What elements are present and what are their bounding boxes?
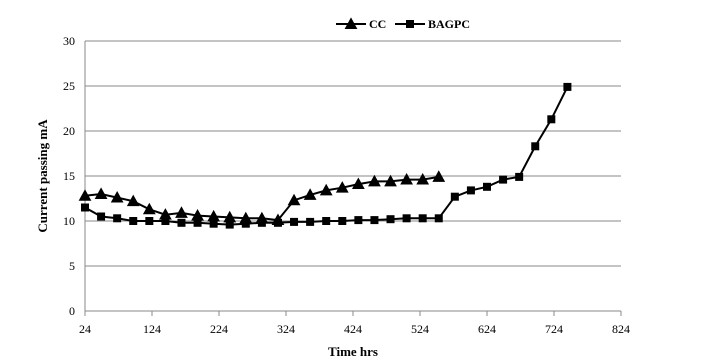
y-axis-title: Current passing mA [35, 119, 50, 233]
point-bagpc [354, 216, 363, 225]
point-cc [384, 174, 397, 187]
y-tick-label: 15 [63, 169, 75, 183]
point-bagpc [209, 219, 218, 228]
point-cc [432, 170, 446, 182]
y-tick-label: 20 [63, 124, 75, 138]
point-cc [335, 181, 349, 193]
point-cc [400, 173, 413, 185]
point-bagpc [306, 217, 315, 226]
x-tick-label: 24 [79, 322, 91, 336]
point-bagpc [386, 215, 395, 224]
point-cc [368, 174, 381, 187]
point-bagpc [193, 218, 202, 227]
point-cc [223, 210, 237, 223]
point-bagpc [145, 217, 154, 225]
point-bagpc [225, 220, 234, 229]
x-tick-label: 124 [143, 322, 161, 336]
point-bagpc [257, 218, 266, 227]
point-bagpc [290, 217, 299, 226]
point-bagpc [322, 217, 331, 225]
point-cc [207, 209, 221, 222]
point-bagpc [338, 217, 347, 225]
point-cc [126, 194, 140, 207]
point-bagpc [515, 172, 524, 181]
legend-item-bagpc: BAGPC [395, 17, 470, 31]
legend-label: BAGPC [428, 17, 470, 31]
y-tick-label: 5 [69, 259, 75, 273]
point-bagpc [547, 115, 556, 124]
point-cc [287, 193, 301, 206]
y-tick-label: 0 [69, 304, 75, 318]
point-cc [78, 189, 92, 201]
tick-labels: 0 5 10 15 20 25 30 24 124 224 324 424 524 624 724 824 [63, 34, 630, 336]
series-line-bagpc [84, 86, 569, 226]
point-bagpc [531, 142, 540, 151]
legend-item-cc: CC [336, 17, 386, 31]
point-cc [303, 188, 317, 200]
point-bagpc [81, 203, 89, 212]
x-tick-label: 224 [210, 322, 228, 336]
axes [84, 41, 622, 316]
point-bagpc [177, 218, 186, 227]
point-cc [159, 208, 172, 220]
point-cc [142, 202, 156, 215]
point-bagpc [499, 175, 508, 184]
point-cc [110, 191, 124, 203]
legend: CC BAGPC [336, 17, 470, 31]
point-bagpc [450, 192, 459, 201]
point-cc [319, 183, 333, 196]
x-tick-label: 724 [545, 322, 563, 336]
point-cc [416, 173, 430, 185]
point-bagpc [273, 218, 282, 227]
legend-marker [406, 20, 414, 28]
point-bagpc [483, 182, 491, 191]
point-bagpc [402, 214, 411, 223]
x-tick-label: 324 [277, 322, 295, 336]
point-bagpc [563, 82, 572, 91]
x-tick-label: 424 [344, 322, 362, 336]
point-cc [351, 177, 365, 190]
y-tick-label: 10 [63, 214, 75, 228]
point-bagpc [466, 186, 475, 195]
series-markers [78, 82, 572, 229]
point-cc [175, 206, 188, 218]
point-bagpc [161, 217, 170, 225]
x-tick-label: 624 [478, 322, 496, 336]
point-bagpc [434, 214, 443, 223]
grid-lines [85, 40, 621, 267]
series-lines [84, 86, 569, 226]
y-tick-label: 30 [63, 34, 75, 48]
point-cc [191, 209, 204, 221]
point-bagpc [241, 219, 250, 228]
point-bagpc [370, 216, 379, 225]
x-tick-label: 524 [411, 322, 429, 336]
legend-label: CC [369, 17, 386, 31]
y-tick-label: 25 [63, 79, 75, 93]
x-tick-label: 824 [612, 322, 630, 336]
point-bagpc [129, 217, 138, 225]
point-cc [94, 187, 108, 199]
point-bagpc [97, 212, 106, 221]
legend-marker [344, 17, 358, 29]
point-bagpc [113, 214, 122, 223]
x-axis-title: Time hrs [328, 344, 378, 359]
point-bagpc [418, 214, 427, 223]
